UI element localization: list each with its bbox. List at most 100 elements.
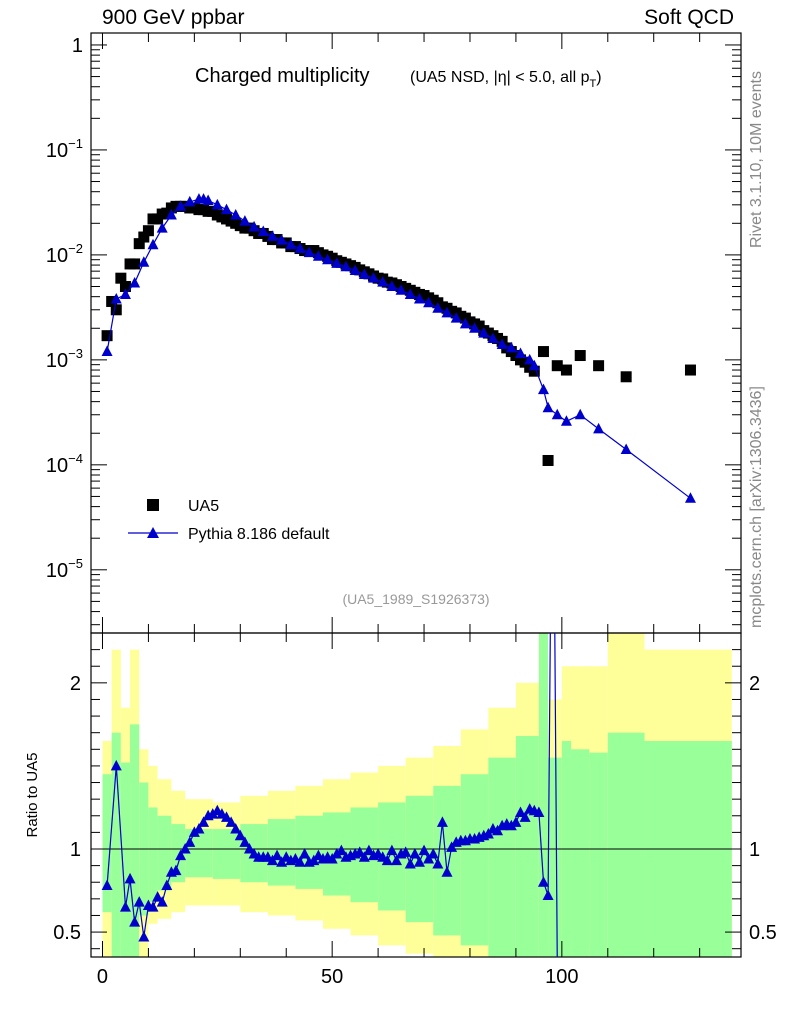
pythia-main-point [266,230,278,241]
pythia-main-point [478,327,490,338]
ua5-data-point [684,364,696,376]
ratio-y-tick-label: 2 [70,673,81,695]
ua5-data-point [551,360,563,372]
main-plot-frame [90,32,742,634]
chart-subtitle-close: ) [596,69,601,86]
pythia-main-point [469,322,481,333]
ratio-y-tick-label: 0.5 [53,922,81,944]
tick-exponent: −1 [68,136,83,151]
pythia-main-point [303,246,315,258]
x-tick-label: 0 [97,966,108,988]
pythia-main-point [413,293,425,304]
pythia-main-point [211,198,223,210]
pythia-ratio-point [358,851,370,862]
pythia-main-line [106,198,691,499]
main-y-tick-label: 10−3 [46,346,83,372]
ratio-band-green-2 [120,762,131,957]
pythia-main-point [184,195,196,207]
pythia-ratio-point [335,844,347,856]
pythia-main-point [560,415,572,426]
pythia-main-point [487,332,499,343]
tick-base: 10 [46,245,68,267]
pythia-ratio-point [427,847,439,859]
pythia-main-point [404,288,416,299]
pythia-main-point [423,296,435,308]
pythia-main-point [349,264,361,276]
pythia-ratio-point [413,856,425,867]
pythia-ratio-point [381,854,393,866]
header-right-label: Soft QCD [644,6,734,29]
x-tick-label: 100 [545,966,578,988]
ratio-band-green-20 [515,736,539,957]
ratio-clipped-group [101,633,558,957]
ratio-plot-series [101,633,558,957]
pythia-ratio-point [234,829,246,841]
main-y-tick-label: 10−5 [46,556,83,582]
pythia-main-point [593,422,605,434]
tick-base: 10 [46,455,68,477]
ua5-data-point [119,280,131,292]
main-y-tick-label: 10−1 [46,136,83,162]
ua5-data-point [101,330,113,342]
pythia-ratio-point [271,849,283,861]
main-plot-series [101,193,696,503]
pythia-ratio-point [299,847,311,859]
pythia-ratio-point [133,896,145,907]
ratio-band-green-24 [571,749,590,957]
pythia-ratio-point [331,847,343,859]
pythia-ratio-point [386,844,398,856]
ua5-data-point [528,365,540,377]
legend-marker-ua5 [147,499,159,511]
pythia-main-point [257,225,269,237]
pythia-ratio-point [147,901,159,912]
pythia-ratio-point [170,864,182,876]
pythia-main-point [147,238,159,250]
main-plot-border [90,32,742,634]
ua5-data-point [537,346,549,358]
ratio-plot-frame [90,632,742,958]
ratio-band-green-5 [148,807,158,903]
ratio-band-green-0 [102,774,112,913]
tick-base: 10 [46,350,68,372]
pythia-main-point [340,260,352,272]
pythia-main-point [230,208,242,220]
pythia-ratio-point [198,816,210,827]
axis-ticks [91,33,741,957]
pythia-ratio-point [390,854,402,866]
pythia-ratio-point [175,849,187,861]
chart-title: Charged multiplicity [195,65,370,87]
pythia-main-point [386,280,398,291]
ratio-band-green-3 [130,724,140,957]
ua5-data-point [138,231,150,243]
ua5-data-point [110,304,122,316]
ua5-data-point [133,238,145,250]
pythia-ratio-point [110,759,122,771]
ua5-data-point [620,371,632,383]
pythia-main-point [684,492,696,503]
pythia-ratio-point [156,896,168,907]
pythia-main-point [248,220,260,232]
pythia-main-point [156,222,168,233]
chart-subtitle: (UA5 NSD, |η| < 5.0, all pT) [410,69,602,90]
legend-marker-pythia [147,527,159,538]
tick-exponent: −2 [68,241,83,256]
analysis-watermark: (UA5_1989_S1926373) [342,591,489,607]
ratio-uncertainty-bands [102,633,732,957]
ratio-y-tick-label-right: 1 [749,839,760,861]
pythia-main-point [524,353,536,365]
pythia-ratio-point [432,857,444,869]
ratio-band-green-6 [157,815,172,891]
pythia-ratio-point [404,857,416,869]
pythia-main-point [377,276,389,287]
ua5-data-point [115,272,127,284]
tick-exponent: −5 [68,556,83,571]
pythia-ratio-point [161,879,173,891]
ua5-data-point [574,350,586,362]
pythia-ratio-point [409,847,421,859]
pythia-main-point [574,408,586,420]
ratio-band-green-18 [460,774,489,946]
tick-exponent: −4 [68,451,83,466]
main-y-tick-label: 10−4 [46,451,83,477]
pythia-ratio-point [505,819,517,831]
